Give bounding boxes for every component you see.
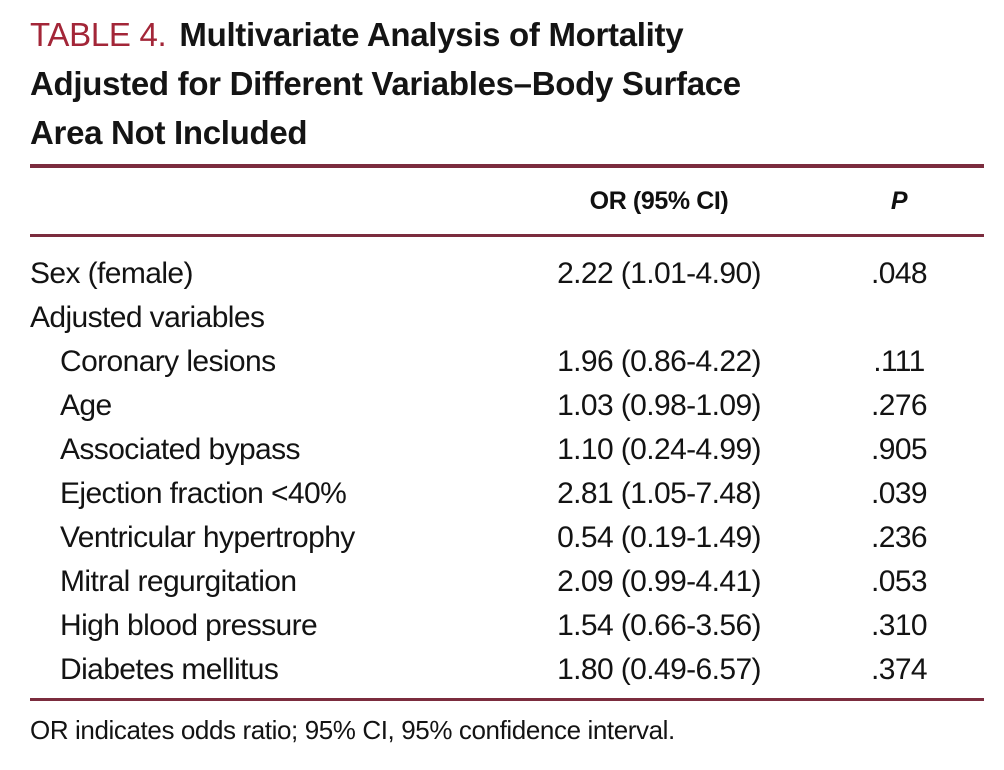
table-title: TABLE 4. Multivariate Analysis of Mortali… bbox=[30, 10, 984, 157]
table-row: High blood pressure 1.54 (0.66-3.56) .31… bbox=[30, 604, 984, 648]
row-or-value: 2.81 (1.05-7.48) bbox=[557, 477, 761, 510]
row-or-value: 1.10 (0.24-4.99) bbox=[557, 433, 761, 466]
top-rule bbox=[30, 164, 984, 168]
row-label: Ejection fraction <40% bbox=[60, 477, 347, 510]
row-p-value: .374 bbox=[871, 653, 928, 686]
row-label: Diabetes mellitus bbox=[60, 653, 279, 686]
table-row: Diabetes mellitus 1.80 (0.49-6.57) .374 bbox=[30, 648, 984, 692]
table-row: Coronary lesions 1.96 (0.86-4.22) .111 bbox=[30, 340, 984, 384]
row-p-value: .111 bbox=[873, 345, 925, 378]
row-p-value: .905 bbox=[871, 433, 928, 466]
table-row: Mitral regurgitation 2.09 (0.99-4.41) .0… bbox=[30, 560, 984, 604]
row-label: Associated bypass bbox=[60, 433, 301, 466]
row-or-value: 1.96 (0.86-4.22) bbox=[557, 345, 761, 378]
row-or-value: 0.54 (0.19-1.49) bbox=[557, 521, 761, 554]
row-or-value: 1.80 (0.49-6.57) bbox=[557, 653, 761, 686]
row-label: Mitral regurgitation bbox=[60, 565, 297, 598]
row-label: Ventricular hypertrophy bbox=[60, 521, 355, 554]
title-line: TABLE 4. Multivariate Analysis of Mortali… bbox=[30, 10, 984, 59]
table-row: Sex (female) 2.22 (1.01-4.90) .048 bbox=[30, 252, 984, 296]
row-p-value: .236 bbox=[871, 521, 928, 554]
table-footnote: OR indicates odds ratio; 95% CI, 95% con… bbox=[30, 715, 675, 745]
title-line: Area Not Included bbox=[30, 114, 308, 151]
row-or-value: 2.22 (1.01-4.90) bbox=[557, 257, 761, 290]
table-row: Associated bypass 1.10 (0.24-4.99) .905 bbox=[30, 428, 984, 472]
row-or-value: 1.54 (0.66-3.56) bbox=[557, 609, 761, 642]
bottom-rule bbox=[30, 698, 984, 701]
row-or-value: 2.09 (0.99-4.41) bbox=[557, 565, 761, 598]
column-header-or: OR (95% CI) bbox=[589, 186, 729, 215]
row-p-value: .276 bbox=[871, 389, 928, 422]
row-p-value: .053 bbox=[871, 565, 928, 598]
table-row: Age 1.03 (0.98-1.09) .276 bbox=[30, 384, 984, 428]
table-header-row: OR (95% CI) P bbox=[30, 168, 984, 234]
table-number-label: TABLE 4. bbox=[30, 16, 167, 53]
row-label: Sex (female) bbox=[30, 257, 193, 290]
table-body: Sex (female) 2.22 (1.01-4.90) .048 Adjus… bbox=[30, 237, 984, 698]
row-p-value: .310 bbox=[871, 609, 928, 642]
row-p-value: .048 bbox=[871, 257, 928, 290]
row-p-value: .039 bbox=[871, 477, 928, 510]
column-header-p: P bbox=[890, 186, 908, 215]
table-row: Ejection fraction <40% 2.81 (1.05-7.48) … bbox=[30, 472, 984, 516]
header-rule bbox=[30, 234, 984, 237]
title-text: Multivariate Analysis of Mortality bbox=[179, 16, 684, 53]
row-label: Adjusted variables bbox=[30, 301, 265, 334]
row-label: High blood pressure bbox=[60, 609, 318, 642]
row-or-value: 1.03 (0.98-1.09) bbox=[557, 389, 761, 422]
title-line: Adjusted for Different Variables–Body Su… bbox=[30, 65, 741, 102]
table-row: Adjusted variables bbox=[30, 296, 984, 340]
row-label: Coronary lesions bbox=[60, 345, 276, 378]
row-label: Age bbox=[60, 389, 112, 422]
table-row: Ventricular hypertrophy 0.54 (0.19-1.49)… bbox=[30, 516, 984, 560]
